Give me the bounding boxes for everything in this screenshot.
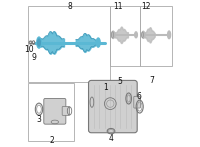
Text: 10: 10: [24, 45, 34, 54]
Ellipse shape: [37, 37, 41, 48]
Text: 2: 2: [50, 136, 55, 145]
Ellipse shape: [96, 38, 100, 47]
Text: 9: 9: [31, 53, 36, 62]
Text: 3: 3: [37, 115, 41, 124]
Text: 12: 12: [142, 2, 151, 11]
FancyBboxPatch shape: [44, 98, 66, 124]
Ellipse shape: [90, 97, 94, 107]
Ellipse shape: [168, 31, 171, 39]
FancyBboxPatch shape: [134, 96, 140, 108]
Ellipse shape: [38, 39, 40, 46]
Text: 5: 5: [117, 77, 122, 86]
Text: 8: 8: [67, 2, 72, 11]
Ellipse shape: [112, 31, 115, 39]
Text: 1: 1: [103, 83, 108, 92]
Ellipse shape: [135, 32, 137, 38]
Text: 6: 6: [137, 92, 141, 101]
FancyBboxPatch shape: [62, 107, 70, 115]
Text: 7: 7: [150, 76, 155, 85]
Ellipse shape: [142, 31, 145, 38]
FancyBboxPatch shape: [89, 80, 137, 133]
Text: 4: 4: [109, 134, 113, 143]
Text: 11: 11: [113, 2, 122, 11]
